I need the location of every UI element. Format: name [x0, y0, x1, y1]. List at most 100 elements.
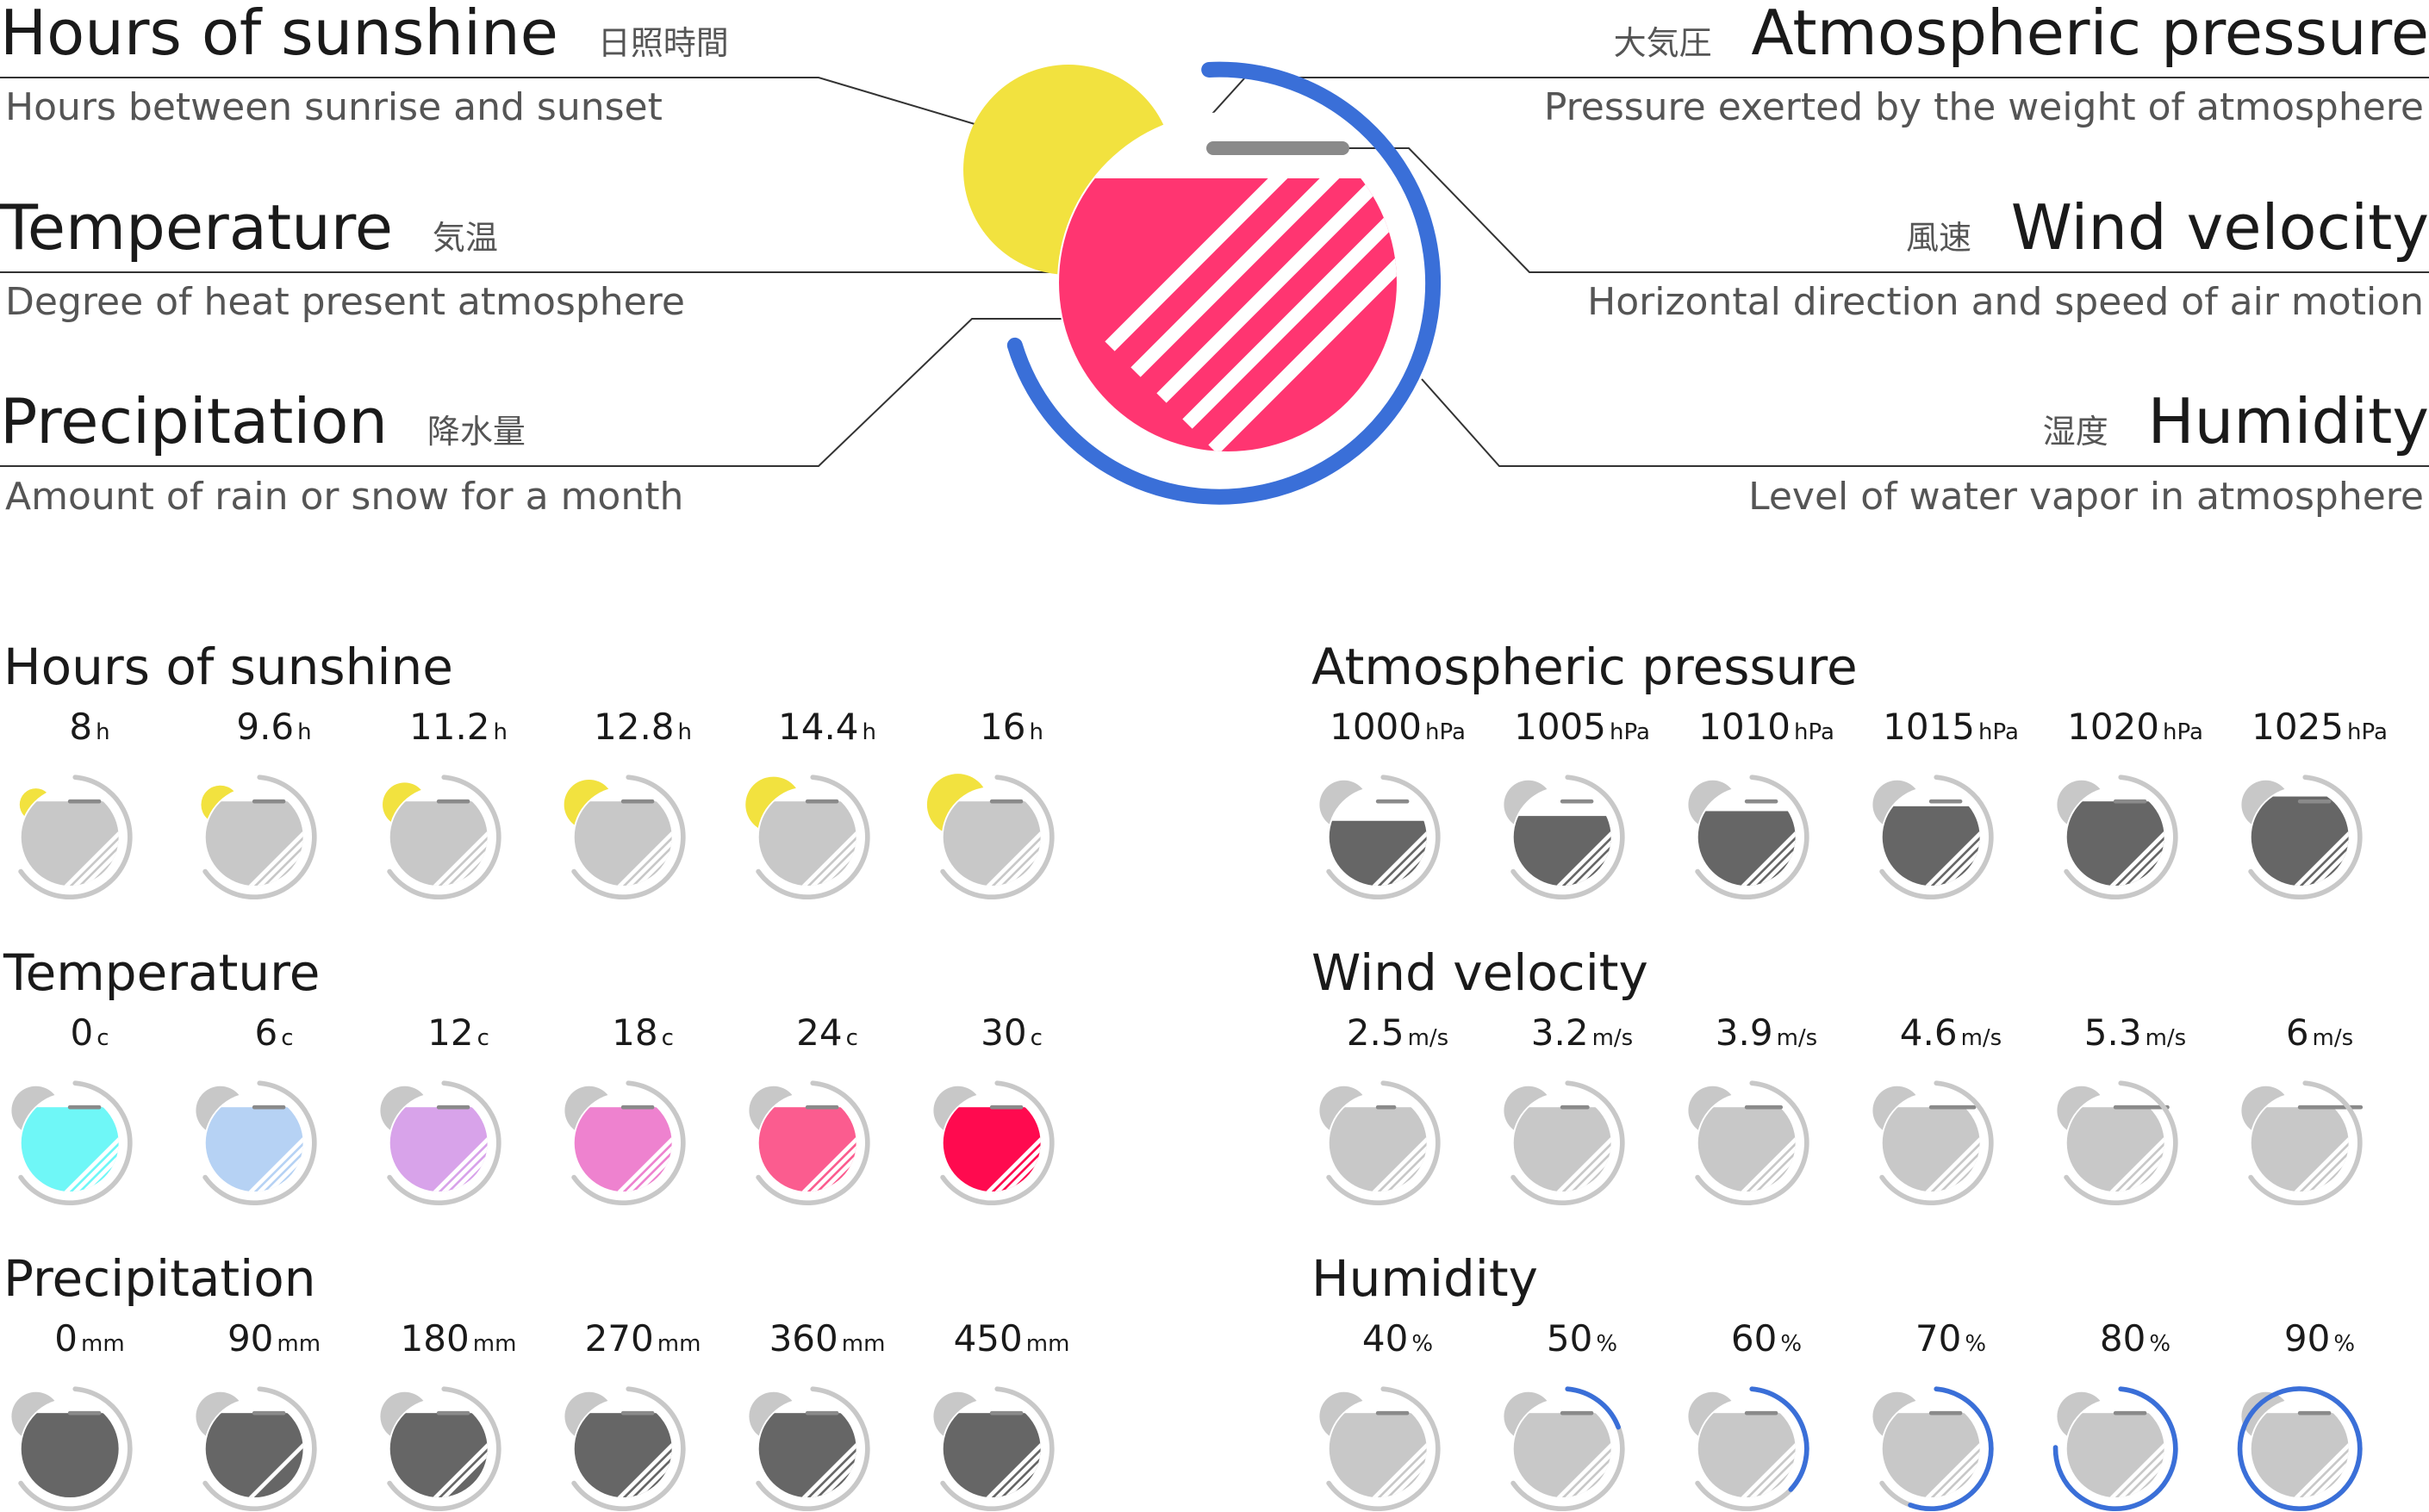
value-unit: m/s — [1407, 1025, 1449, 1051]
value-unit: % — [1965, 1331, 1987, 1357]
value-number: 0 — [54, 1317, 78, 1360]
value-number: 9.6 — [236, 706, 295, 748]
humidity-ring-base — [1879, 1080, 1994, 1206]
temperature-fill — [943, 1107, 1041, 1192]
value-label: 60% — [1680, 1321, 1853, 1357]
humidity-ring-base — [387, 1080, 501, 1206]
value-unit: m/s — [1960, 1025, 2002, 1051]
humidity-ring-base — [387, 775, 501, 900]
panel-title-precipitation: Precipitation — [3, 1249, 316, 1308]
value-unit: h — [96, 719, 110, 745]
glyph-pressure-svg — [2057, 775, 2178, 900]
glyph-humidity-svg — [2237, 1386, 2363, 1512]
humidity-ring-base — [940, 1080, 1055, 1206]
connector-precipitation — [0, 318, 1116, 467]
legend-title-sunshine: Hours of sunshine 日照時間 — [0, 0, 729, 69]
legend-desc-temperature: Degree of heat present atmosphere — [5, 280, 685, 324]
value-number: 270 — [584, 1317, 654, 1360]
value-number: 1025 — [2251, 706, 2344, 748]
temperature-fill — [1882, 806, 1980, 887]
temperature-fill — [1882, 1107, 1980, 1192]
value-number: 14.4 — [778, 706, 859, 748]
legend-desc-sunshine: Hours between sunrise and sunset — [5, 85, 663, 129]
value-number: 16 — [980, 706, 1026, 748]
value-unit: hPa — [1609, 719, 1650, 745]
temperature-fill — [1513, 1107, 1611, 1192]
value-label: 2.5 m/s — [1311, 1015, 1484, 1051]
value-number: 2.5 — [1346, 1011, 1404, 1054]
humidity-ring-base — [202, 775, 317, 900]
glyph-pressure-svg — [1688, 775, 1809, 900]
value-number: 1015 — [1883, 706, 1975, 748]
humidity-ring-base — [2064, 775, 2178, 900]
value-label: 1010 hPa — [1680, 709, 1853, 745]
value-number: 360 — [769, 1317, 838, 1360]
glyph-temperature-svg — [11, 1080, 133, 1206]
humidity-ring — [2052, 1386, 2178, 1512]
value-unit: hPa — [2346, 719, 2388, 745]
value-label: 90% — [2233, 1321, 2406, 1357]
value-number: 18 — [612, 1011, 658, 1054]
value-label: 0 mm — [3, 1321, 176, 1357]
humidity-ring-base — [2248, 1080, 2363, 1206]
glyph-wind-svg — [2057, 1080, 2178, 1206]
value-unit: h — [297, 719, 312, 745]
humidity-ring-base — [1326, 1080, 1441, 1206]
humidity-ring-base — [1326, 775, 1441, 900]
glyph-humidity-svg — [1504, 1386, 1625, 1512]
connector-sunshine — [0, 77, 1022, 139]
glyph-precipitation-svg — [11, 1386, 133, 1512]
humidity-ring-base — [571, 1080, 686, 1206]
value-unit: mm — [81, 1331, 125, 1357]
value-number: 1020 — [2067, 706, 2159, 748]
value-label: 12 c — [372, 1015, 545, 1051]
value-number: 450 — [953, 1317, 1023, 1360]
value-label: 40% — [1311, 1321, 1484, 1357]
glyph-sunshine-svg — [745, 775, 870, 900]
temperature-fill — [1329, 1413, 1427, 1498]
legend-title-temperature: Temperature 気温 — [0, 191, 498, 264]
value-label: 80% — [2049, 1321, 2221, 1357]
value-number: 30 — [981, 1011, 1027, 1054]
value-number: 24 — [796, 1011, 843, 1054]
glyph-wind-svg — [2241, 1080, 2364, 1206]
temperature-fill — [2251, 1107, 2349, 1192]
value-label: 1020 hPa — [2049, 709, 2221, 745]
value-unit: c — [97, 1025, 109, 1051]
glyph-humidity-svg — [1319, 1386, 1441, 1512]
temperature-fill — [574, 801, 672, 887]
value-label: 11.2 h — [372, 709, 545, 745]
glyph-pressure-svg — [1504, 775, 1625, 900]
humidity-ring-base — [1695, 1080, 1809, 1206]
value-label: 18 c — [557, 1015, 729, 1051]
glyph-temperature-svg — [564, 1080, 686, 1206]
temperature-fill — [1697, 1413, 1796, 1498]
humidity-ring-base — [18, 775, 133, 900]
value-unit: mm — [841, 1331, 886, 1357]
value-label: 180 mm — [372, 1321, 545, 1357]
value-label: 450 mm — [925, 1321, 1098, 1357]
temperature-fill — [758, 1107, 856, 1192]
value-number: 50 — [1546, 1317, 1593, 1360]
value-unit: % — [2333, 1331, 2356, 1357]
glyph-humidity-svg — [1688, 1386, 1809, 1512]
temperature-fill — [21, 801, 119, 887]
humidity-ring-base — [940, 775, 1055, 900]
glyph-temperature-svg — [933, 1080, 1055, 1206]
value-number: 3.2 — [1530, 1011, 1589, 1054]
humidity-ring-base — [2248, 775, 2363, 900]
value-unit: % — [1411, 1331, 1434, 1357]
glyph-sunshine-svg — [926, 774, 1055, 900]
value-unit: c — [661, 1025, 674, 1051]
value-number: 5.3 — [2083, 1011, 2142, 1054]
value-number: 3.9 — [1715, 1011, 1773, 1054]
value-unit: m/s — [1591, 1025, 1634, 1051]
temperature-fill — [205, 801, 303, 887]
temperature-fill — [389, 801, 488, 887]
value-unit: % — [2149, 1331, 2171, 1357]
glyph-wind-svg — [1688, 1080, 1809, 1206]
humidity-ring-base — [1695, 775, 1809, 900]
glyph-wind-svg — [1504, 1080, 1625, 1206]
